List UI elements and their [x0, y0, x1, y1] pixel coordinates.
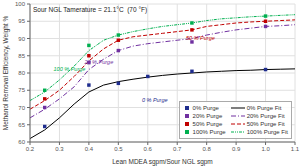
svg-text:20 % Purge: 20 % Purge: [83, 59, 113, 65]
svg-text:0.4: 0.4: [85, 146, 94, 152]
svg-text:70: 70: [18, 105, 25, 111]
html-text:50% Purge: 50% Purge: [192, 121, 223, 127]
svg-text:95: 95: [18, 18, 25, 24]
html-text:100% Purge: 100% Purge: [192, 129, 226, 135]
svg-text:Methanol Removal Efficiency, W: Methanol Removal Efficiency, Weight %: [8, 16, 10, 131]
svg-text:Sour NGL Tamerature = 21.1°C: Sour NGL Tamerature = 21.1°C (70 °F): [33, 6, 147, 14]
svg-text:0.2: 0.2: [26, 146, 35, 152]
html-text:20% Purge: 20% Purge: [192, 113, 223, 119]
svg-text:0.3: 0.3: [55, 146, 64, 152]
svg-text:Lean MDEA sgpm/Sour NGL sgpm: Lean MDEA sgpm/Sour NGL sgpm: [112, 158, 213, 166]
svg-text:0.7: 0.7: [173, 146, 182, 152]
svg-text:75: 75: [18, 87, 25, 93]
html-text:20% Purge Fit: 20% Purge Fit: [246, 113, 285, 119]
html-text:0% Purge Fit: 0% Purge Fit: [246, 105, 282, 111]
html-text:100% Purge Fit: 100% Purge Fit: [246, 129, 288, 135]
svg-text:65: 65: [18, 122, 25, 128]
svg-text:0.5: 0.5: [114, 146, 123, 152]
svg-text:85: 85: [18, 53, 25, 59]
svg-text:0.6: 0.6: [144, 146, 153, 152]
html-text:50% Purge Fit: 50% Purge Fit: [246, 121, 285, 127]
svg-text:80: 80: [18, 70, 25, 76]
html-text:0% Purge: 0% Purge: [192, 105, 219, 111]
svg-text:100: 100: [15, 1, 26, 7]
svg-text:90: 90: [18, 36, 25, 42]
svg-text:0.9: 0.9: [232, 146, 241, 152]
svg-text:1.0: 1.0: [261, 146, 270, 152]
svg-text:100 % Purge: 100 % Purge: [54, 66, 86, 72]
svg-text:50 % Purge: 50 % Purge: [186, 35, 215, 41]
svg-text:60: 60: [18, 139, 25, 145]
svg-text:1.1: 1.1: [291, 146, 295, 152]
svg-text:0.8: 0.8: [202, 146, 211, 152]
svg-text:0 % Purge: 0 % Purge: [142, 97, 168, 103]
